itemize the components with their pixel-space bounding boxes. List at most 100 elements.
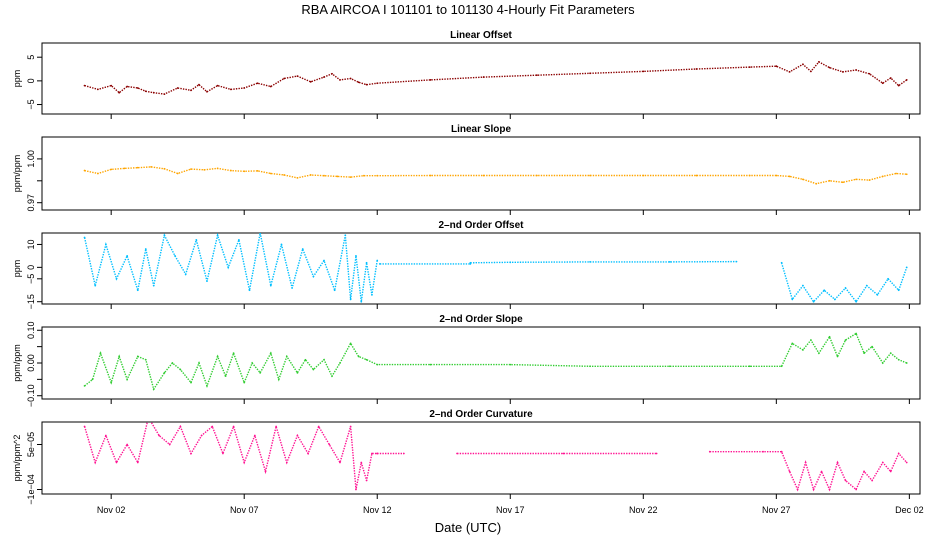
data-point [296, 371, 299, 374]
data-point [323, 76, 325, 78]
data-point [104, 243, 107, 246]
data-point [339, 362, 341, 364]
data-point [179, 368, 182, 371]
data-point [243, 170, 246, 173]
series-line-1 [83, 422, 378, 490]
data-point [243, 87, 246, 89]
y-axis-label: ppm/ppm [12, 155, 22, 193]
data-point [190, 381, 192, 384]
data-point [94, 284, 97, 287]
data-point [780, 365, 783, 368]
data-point [815, 182, 818, 185]
data-point [291, 287, 293, 289]
data-point [791, 342, 794, 345]
data-point [376, 452, 379, 455]
y-tick-label: −5 [26, 99, 36, 109]
data-point [360, 300, 363, 303]
data-point [176, 172, 179, 175]
data-point [259, 233, 262, 234]
series-line-1 [84, 61, 908, 95]
data-point [735, 260, 738, 263]
data-point [669, 365, 671, 368]
data-point [804, 461, 807, 464]
data-point [126, 378, 129, 381]
data-point [285, 355, 288, 358]
x-tick-label: Nov 02 [97, 505, 126, 515]
data-point [802, 178, 804, 181]
data-point [256, 169, 259, 172]
data-point [296, 75, 299, 78]
data-point [243, 461, 246, 464]
data-point [897, 289, 900, 292]
data-point [331, 375, 333, 377]
data-point [748, 174, 751, 177]
data-point [456, 452, 458, 455]
data-point [905, 461, 908, 464]
y-tick-label: 0 [26, 265, 36, 270]
data-point [820, 470, 823, 473]
data-point [482, 174, 485, 177]
data-point [589, 365, 591, 368]
panel-frame [41, 136, 921, 211]
data-point [365, 83, 368, 86]
panel-4: 2–nd Order Slope ppm/ppm −0.10 0.00 0.10 [12, 314, 921, 407]
data-point [83, 236, 86, 239]
panel-title: Linear Slope [451, 124, 511, 135]
data-point [836, 461, 839, 464]
y-tick-label: −1e−04 [26, 474, 36, 505]
data-point [216, 355, 219, 358]
data-point [788, 175, 791, 178]
y-tick-label: 5 [26, 55, 36, 60]
data-point [171, 362, 174, 364]
data-point [655, 452, 658, 455]
data-point [788, 470, 791, 473]
data-point [237, 238, 240, 241]
y-tick-label: −0.10 [26, 384, 36, 407]
data-point [269, 352, 272, 355]
data-point [810, 70, 812, 73]
data-point [897, 452, 900, 455]
data-point [535, 74, 538, 77]
chart-title: RBA AIRCOA I 101101 to 101130 4-Hourly F… [301, 2, 635, 17]
data-point [152, 284, 155, 287]
data-point [642, 174, 645, 177]
data-point [115, 277, 118, 280]
data-point [823, 289, 826, 292]
data-point [365, 358, 368, 361]
panel-frame [41, 421, 921, 495]
panel-title: 2–nd Order Offset [438, 220, 524, 231]
panel-5: 2–nd Order Curvature ppm/ppm^2 −1e−04 5e−05 [12, 409, 921, 505]
data-point [118, 91, 121, 94]
data-point [889, 470, 892, 473]
data-point [897, 84, 900, 87]
data-point [762, 450, 764, 453]
data-point [176, 87, 179, 89]
data-point [96, 88, 99, 91]
data-point [868, 179, 871, 181]
data-point [589, 72, 591, 75]
data-point [881, 82, 884, 85]
data-point [283, 174, 286, 176]
data-point [828, 179, 831, 182]
data-point [905, 79, 908, 81]
data-point [277, 378, 280, 381]
series-line-1 [84, 166, 907, 185]
data-point [301, 248, 304, 250]
data-point [695, 174, 698, 177]
data-point [211, 425, 214, 428]
data-point [429, 79, 432, 81]
data-point [309, 80, 312, 83]
data-point [905, 173, 908, 176]
data-point [791, 298, 794, 301]
data-point [855, 488, 858, 491]
data-point [323, 358, 325, 361]
data-point [248, 289, 251, 292]
data-point [230, 169, 232, 172]
data-point [198, 362, 200, 364]
panels: Linear Offset ppm −5 0 5 Linear Slope ppm/ppm 0… [12, 30, 921, 505]
x-tick-label: Dec 02 [895, 505, 924, 515]
data-point [855, 178, 858, 181]
data-point [136, 166, 139, 169]
data-point [83, 84, 86, 87]
x-tick-label: Nov 17 [496, 505, 525, 515]
